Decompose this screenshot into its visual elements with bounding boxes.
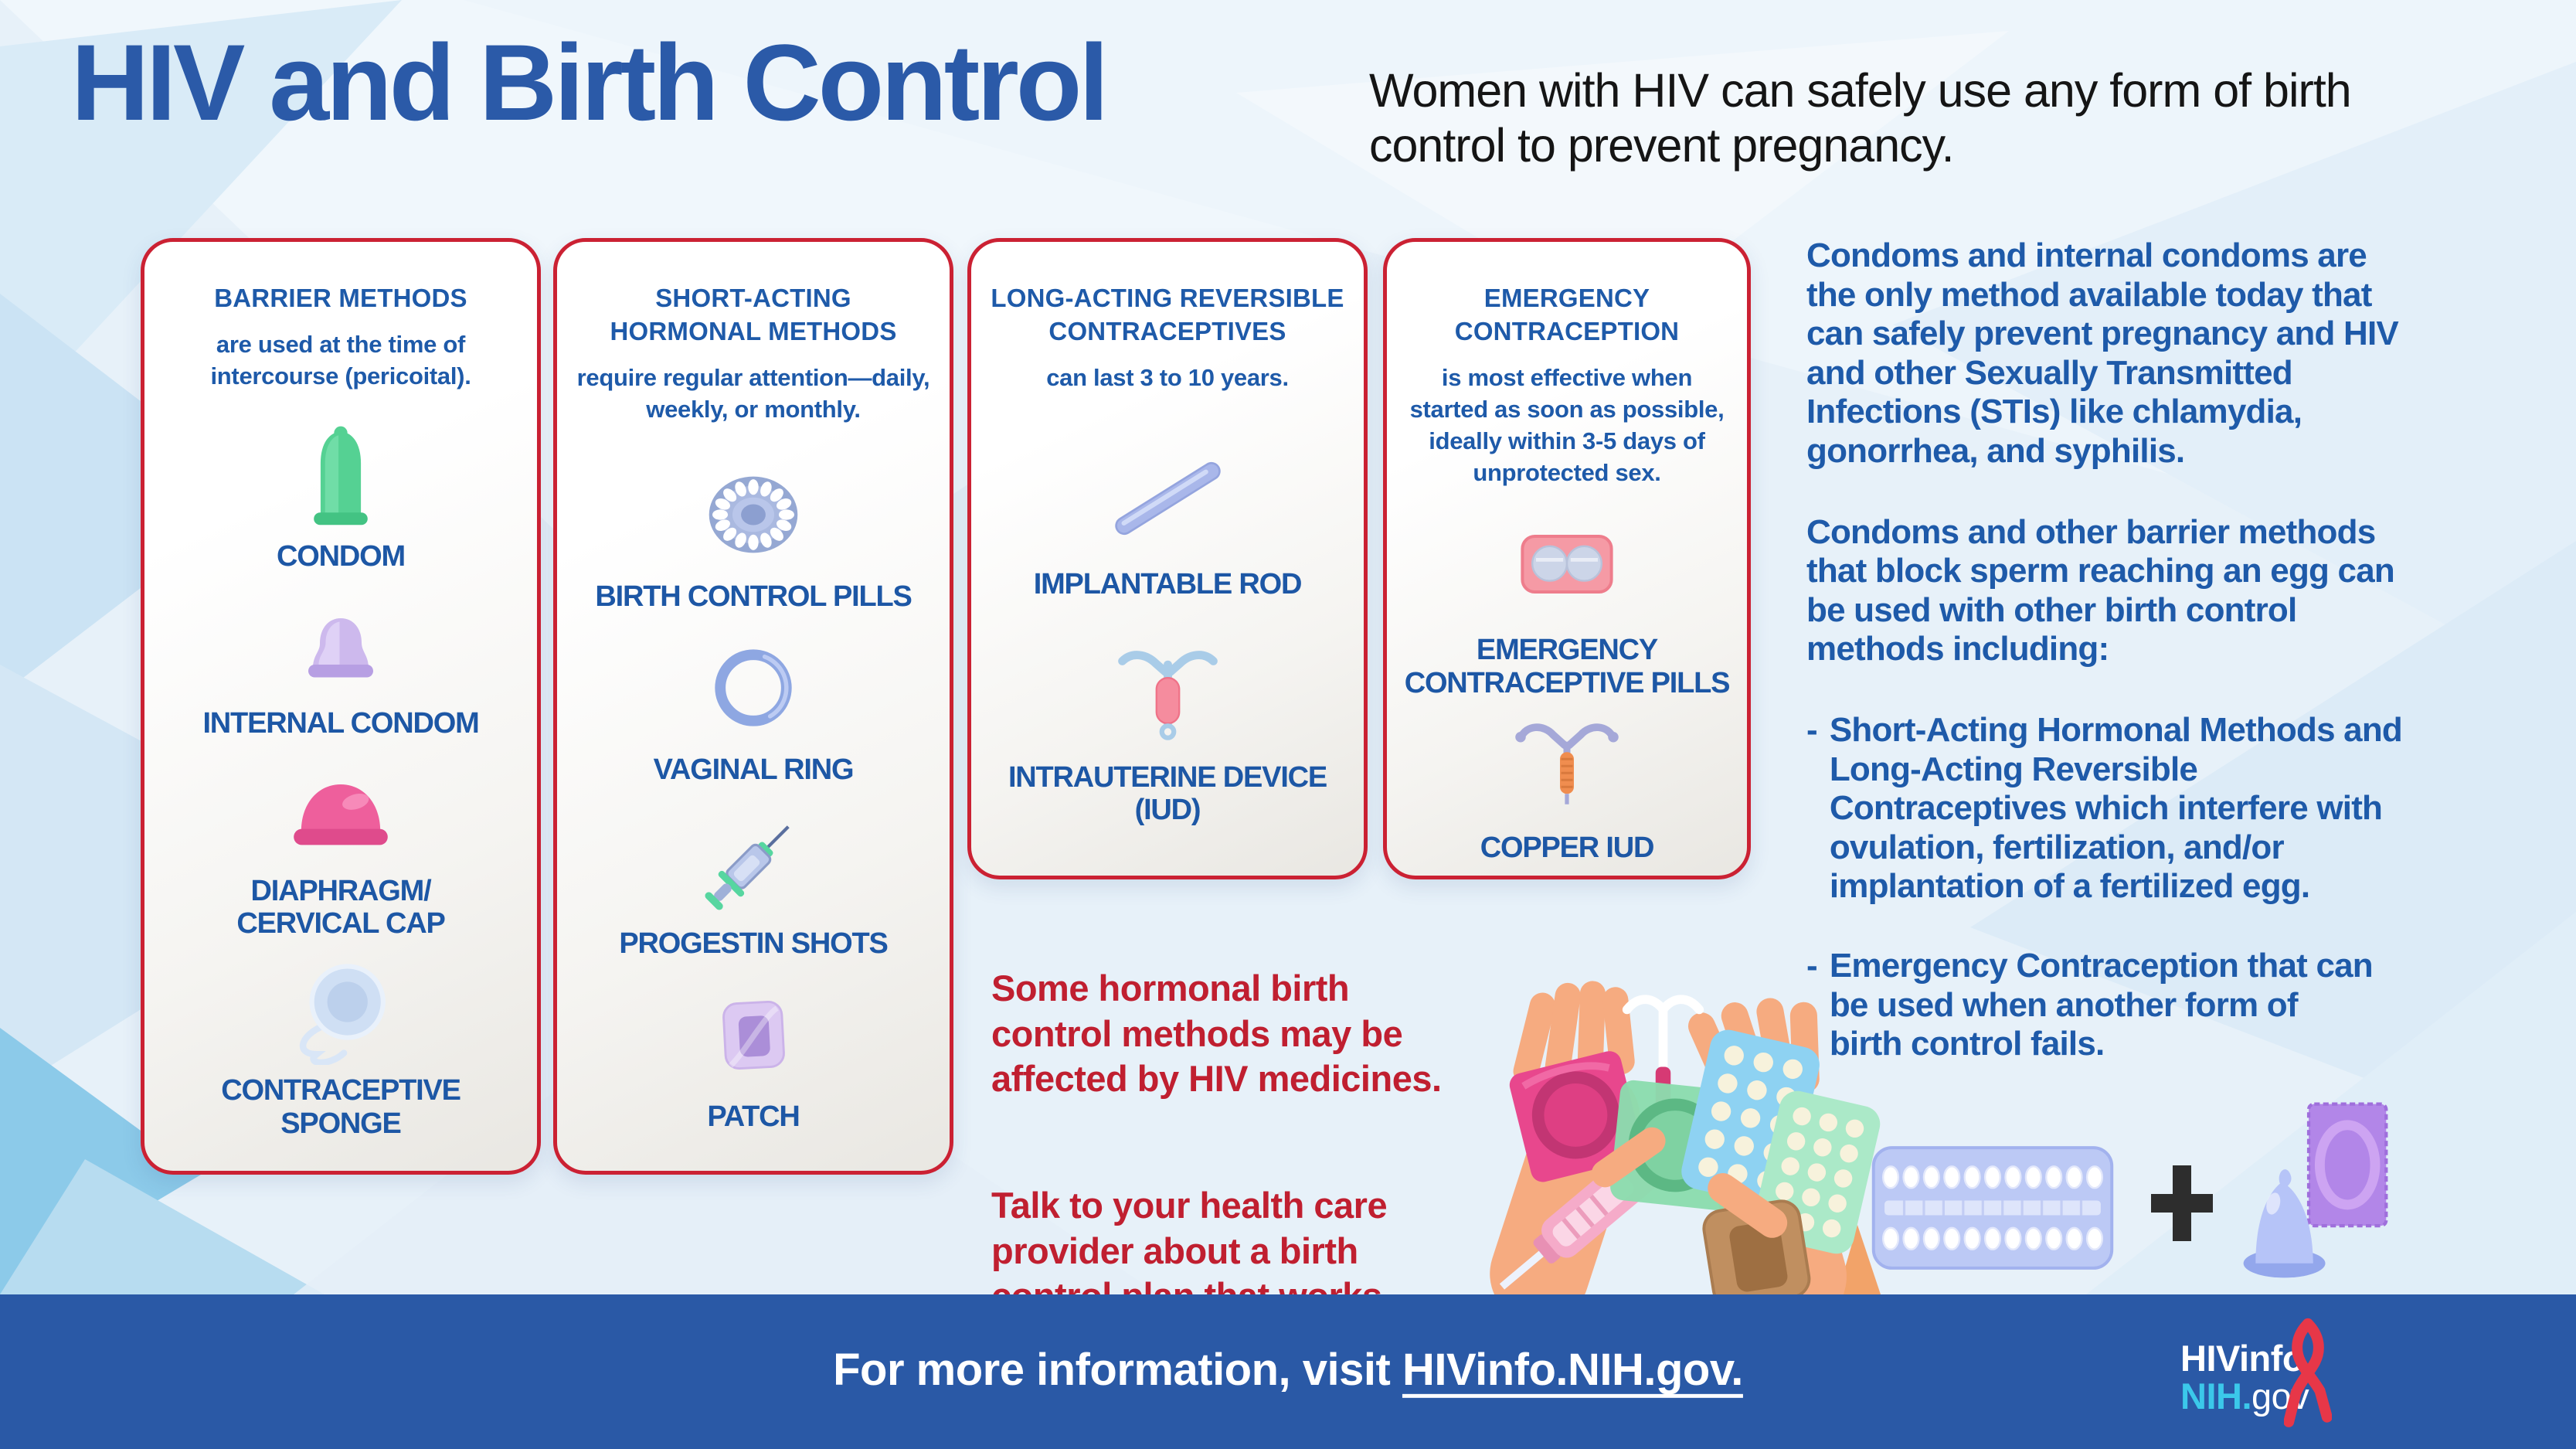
logo-line2: NIH.gov xyxy=(2180,1375,2314,1417)
bullet-marker: - xyxy=(1806,946,1818,985)
card-item-list: CONDOM INTERNAL CONDOM xyxy=(160,406,522,1151)
bullet-marker: - xyxy=(1806,710,1818,749)
method-label: INTRAUTERINE DEVICE (IUD) xyxy=(1008,760,1327,827)
bullet-text: Emergency Contraception that can be used… xyxy=(1829,946,2374,1063)
explanation-column: Condoms and internal condoms are the onl… xyxy=(1806,236,2548,1104)
pill-blister-pack-icon xyxy=(1871,1146,2114,1270)
note-paragraph: Some hormonal birth control methods may … xyxy=(991,968,1442,1099)
card-title: BARRIER METHODS xyxy=(214,284,467,312)
method-label: INTERNAL CONDOM xyxy=(202,707,479,740)
card-barrier-methods: BARRIER METHODS are used at the time of … xyxy=(141,238,541,1175)
card-title: SHORT-ACTING HORMONAL METHODS xyxy=(610,284,897,345)
card-item-list: EMERGENCY CONTRACEPTIVE PILLS xyxy=(1402,502,1731,864)
method-label: VAGINAL RING xyxy=(653,753,855,787)
card-title: EMERGENCY CONTRACEPTION xyxy=(1454,284,1680,345)
internal-condom-icon xyxy=(283,583,399,699)
method-item-pills: BIRTH CONTROL PILLS xyxy=(595,457,912,614)
logo-nih: NIH. xyxy=(2180,1375,2252,1417)
footer-prefix: For more information, visit xyxy=(833,1344,1402,1395)
contraceptive-sponge-icon xyxy=(280,951,400,1066)
copper-iud-icon xyxy=(1509,700,1625,824)
method-item-diaphragm: DIAPHRAGM/ CERVICAL CAP xyxy=(236,751,446,940)
method-item-iud: INTRAUTERINE DEVICE (IUD) xyxy=(1008,630,1327,827)
card-emergency-contraception: EMERGENCY CONTRACEPTION is most effectiv… xyxy=(1383,238,1751,879)
bullet-item: - Emergency Contraception that can be us… xyxy=(1806,947,2548,1064)
method-label: PATCH xyxy=(707,1100,800,1134)
diaphragm-icon xyxy=(279,751,403,867)
method-label: BIRTH CONTROL PILLS xyxy=(595,580,912,613)
explanation-paragraph: Condoms and internal condoms are the onl… xyxy=(1806,236,2399,470)
method-item-patch: PATCH xyxy=(698,977,810,1134)
method-label: COPPER IUD xyxy=(1480,831,1655,864)
card-long-acting-reversible: LONG-ACTING REVERSIBLE CONTRACEPTIVES ca… xyxy=(967,238,1368,879)
method-label: IMPLANTABLE ROD xyxy=(1033,567,1303,600)
method-item-internal-condom: INTERNAL CONDOM xyxy=(202,583,480,740)
card-description: can last 3 to 10 years. xyxy=(1046,363,1289,391)
card-item-list: IMPLANTABLE ROD INTRAUTERINE DEVICE (IUD… xyxy=(987,408,1348,855)
patch-icon xyxy=(698,977,810,1093)
method-label: CONDOM xyxy=(277,540,406,573)
method-item-sponge: CONTRACEPTIVE SPONGE xyxy=(221,951,461,1140)
method-item-copper-iud: COPPER IUD xyxy=(1480,700,1655,865)
aids-ribbon-icon xyxy=(2284,1318,2332,1427)
implantable-rod-icon xyxy=(1100,437,1235,560)
method-item-vaginal-ring: VAGINAL RING xyxy=(653,630,855,787)
card-description: require regular attention—daily, weekly,… xyxy=(576,363,930,423)
method-label: DIAPHRAGM/ CERVICAL CAP xyxy=(236,874,445,940)
method-label: PROGESTIN SHOTS xyxy=(619,927,888,960)
method-item-progestin-shots: PROGESTIN SHOTS xyxy=(619,804,889,961)
iud-icon xyxy=(1108,630,1228,753)
birth-control-pills-icon xyxy=(692,457,815,573)
page-subtitle: Women with HIV can safely use any form o… xyxy=(1369,64,2352,172)
card-title: LONG-ACTING REVERSIBLE CONTRACEPTIVES xyxy=(991,284,1344,345)
hands-holding-contraceptives-illustration xyxy=(1490,981,1881,1294)
explanation-paragraph: Condoms and other barrier methods that b… xyxy=(1806,512,2395,668)
pills-plus-condom-combo xyxy=(1870,1097,2411,1294)
method-item-ec-pills: EMERGENCY CONTRACEPTIVE PILLS xyxy=(1405,502,1730,699)
card-header: LONG-ACTING REVERSIBLE CONTRACEPTIVES ca… xyxy=(991,268,1344,408)
held-condom-pack-pink-icon xyxy=(1509,1051,1643,1182)
method-label: EMERGENCY CONTRACEPTIVE PILLS xyxy=(1404,634,1731,699)
condom-icon xyxy=(296,417,386,532)
card-header: SHORT-ACTING HORMONAL METHODS require re… xyxy=(577,268,930,440)
card-description: is most effective when started as soon a… xyxy=(1409,363,1725,486)
footer-link[interactable]: HIVinfo.NIH.gov. xyxy=(1402,1344,1743,1395)
card-header: BARRIER METHODS are used at the time of … xyxy=(210,268,471,406)
footer-text: For more information, visit HIVinfo.NIH.… xyxy=(833,1344,1743,1396)
vaginal-ring-icon xyxy=(700,630,807,746)
bullet-text: Short-Acting Hormonal Methods and Long-A… xyxy=(1829,710,2403,906)
card-description: are used at the time of intercourse (per… xyxy=(210,330,471,389)
bullet-item: - Short-Acting Hormonal Methods and Long… xyxy=(1806,711,2548,906)
method-item-condom: CONDOM xyxy=(277,417,406,573)
held-pill-card-green-icon xyxy=(1753,1090,1881,1254)
method-label: CONTRACEPTIVE SPONGE xyxy=(221,1074,461,1140)
progestin-shots-icon xyxy=(692,804,815,920)
method-item-implantable-rod: IMPLANTABLE ROD xyxy=(1034,437,1302,601)
emergency-contraceptive-pills-icon xyxy=(1505,502,1629,626)
footer-band: For more information, visit HIVinfo.NIH.… xyxy=(0,1294,2576,1449)
condom-and-wrapper-icon xyxy=(2243,1102,2388,1278)
hivinfo-logo: HIVinfo. NIH.gov xyxy=(2180,1339,2314,1417)
card-short-acting-hormonal: SHORT-ACTING HORMONAL METHODS require re… xyxy=(553,238,953,1175)
card-header: EMERGENCY CONTRACEPTION is most effectiv… xyxy=(1410,268,1725,502)
plus-icon xyxy=(2151,1165,2213,1241)
card-item-list: BIRTH CONTROL PILLS VAGINAL RING xyxy=(573,440,934,1151)
page-title: HIV and Birth Control xyxy=(71,22,1109,143)
